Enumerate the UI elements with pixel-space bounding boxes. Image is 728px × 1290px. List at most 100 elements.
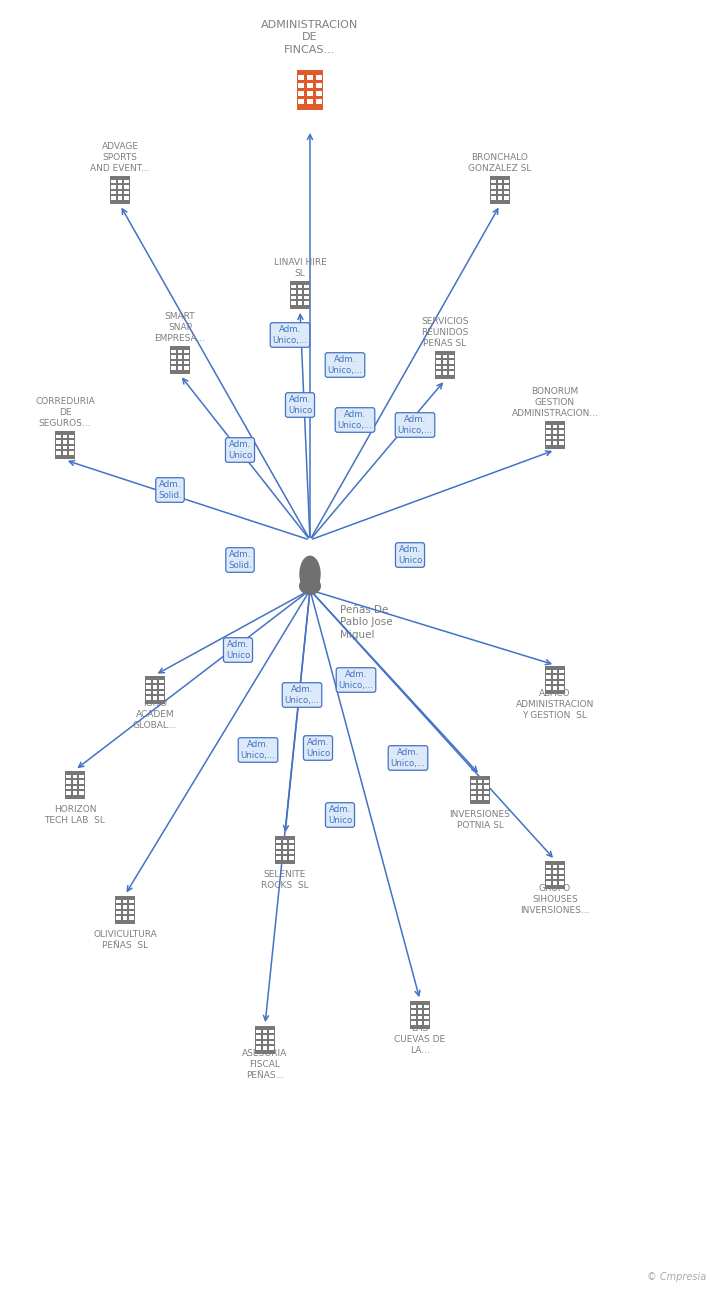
Text: OLIVICULTURA
PEÑAS  SL: OLIVICULTURA PEÑAS SL: [93, 930, 157, 949]
Bar: [478, 791, 482, 795]
Text: © Cmpresia: © Cmpresia: [647, 1272, 706, 1282]
Bar: [184, 366, 189, 370]
Bar: [256, 1041, 261, 1045]
Bar: [56, 440, 60, 444]
Bar: [553, 864, 557, 868]
Bar: [471, 779, 475, 783]
Bar: [559, 436, 564, 440]
Circle shape: [300, 556, 320, 592]
Bar: [478, 779, 482, 783]
Text: ADVAGE
SPORTS
AND EVENT...: ADVAGE SPORTS AND EVENT...: [90, 142, 150, 173]
Bar: [73, 774, 77, 778]
Bar: [436, 360, 440, 364]
Bar: [559, 431, 564, 433]
Bar: [304, 295, 309, 299]
Bar: [116, 899, 121, 903]
Bar: [449, 366, 454, 369]
Bar: [505, 179, 509, 183]
Bar: [553, 431, 557, 433]
Bar: [275, 836, 295, 864]
Bar: [410, 1001, 430, 1029]
Bar: [316, 83, 322, 89]
Bar: [123, 899, 127, 903]
Text: Adm.
Solid.: Adm. Solid.: [158, 480, 182, 499]
Bar: [282, 857, 288, 860]
Bar: [118, 196, 122, 200]
Text: SMART
SNAP
EMPRESA...: SMART SNAP EMPRESA...: [154, 312, 205, 343]
Bar: [63, 451, 67, 455]
Bar: [124, 186, 129, 188]
Text: BRONCHALO
GONZALEZ SL: BRONCHALO GONZALEZ SL: [468, 154, 531, 173]
Bar: [116, 911, 121, 915]
Text: ASESORIA
FISCAL
PEÑAS...: ASESORIA FISCAL PEÑAS...: [242, 1049, 288, 1080]
Bar: [276, 845, 280, 849]
Bar: [471, 796, 475, 800]
Bar: [491, 186, 496, 188]
Bar: [123, 916, 127, 920]
Bar: [146, 697, 151, 700]
Bar: [111, 196, 116, 200]
Bar: [159, 680, 164, 684]
Bar: [546, 686, 550, 690]
Bar: [118, 186, 122, 188]
Bar: [65, 771, 85, 799]
Bar: [553, 876, 557, 880]
Text: GRUPO
SIHOUSES
INVERSIONES...: GRUPO SIHOUSES INVERSIONES...: [521, 884, 590, 915]
Bar: [69, 440, 74, 444]
Bar: [498, 196, 502, 200]
Text: Adm.
Solid.: Adm. Solid.: [228, 550, 252, 570]
Bar: [263, 1041, 267, 1045]
Text: Adm.
Unico,...: Adm. Unico,...: [397, 415, 432, 435]
Bar: [546, 675, 550, 679]
Bar: [290, 840, 294, 844]
Bar: [153, 685, 157, 689]
Bar: [111, 191, 116, 195]
Bar: [545, 421, 565, 449]
Bar: [505, 186, 509, 188]
Bar: [55, 431, 75, 459]
Bar: [269, 1036, 274, 1038]
Text: LAS
CUEVAS DE
LA...: LAS CUEVAS DE LA...: [395, 1024, 446, 1055]
Bar: [66, 780, 71, 784]
Bar: [118, 191, 122, 195]
Bar: [505, 191, 509, 195]
Bar: [553, 871, 557, 873]
Text: LINAVI HIRE
SL: LINAVI HIRE SL: [274, 258, 326, 279]
Bar: [184, 355, 189, 359]
Text: ABACO
ADMINISTRACION
Y GESTION  SL: ABACO ADMINISTRACION Y GESTION SL: [516, 689, 594, 720]
Bar: [69, 446, 74, 449]
Bar: [297, 70, 323, 110]
Text: Adm.
Unico: Adm. Unico: [328, 805, 352, 824]
Bar: [559, 441, 564, 445]
Bar: [63, 440, 67, 444]
Bar: [316, 92, 322, 97]
Bar: [159, 685, 164, 689]
Bar: [111, 179, 116, 183]
Bar: [436, 366, 440, 369]
Bar: [546, 681, 550, 685]
Bar: [546, 436, 550, 440]
Bar: [449, 355, 454, 359]
Bar: [282, 851, 288, 854]
Bar: [256, 1029, 261, 1033]
Bar: [79, 780, 84, 784]
Bar: [436, 355, 440, 359]
Bar: [118, 179, 122, 183]
Bar: [443, 355, 447, 359]
Bar: [546, 864, 550, 868]
Bar: [498, 179, 502, 183]
Bar: [559, 686, 564, 690]
Bar: [66, 786, 71, 789]
Text: HORIZON
TECH LAB  SL: HORIZON TECH LAB SL: [44, 805, 106, 826]
Bar: [290, 281, 310, 310]
Bar: [66, 774, 71, 778]
Bar: [159, 697, 164, 700]
Bar: [559, 681, 564, 685]
Bar: [498, 191, 502, 195]
Bar: [491, 191, 496, 195]
Text: Peñas De
Pablo Jose
Miguel: Peñas De Pablo Jose Miguel: [340, 605, 392, 640]
Bar: [115, 897, 135, 924]
Bar: [184, 361, 189, 365]
Bar: [69, 435, 74, 439]
Bar: [56, 446, 60, 449]
